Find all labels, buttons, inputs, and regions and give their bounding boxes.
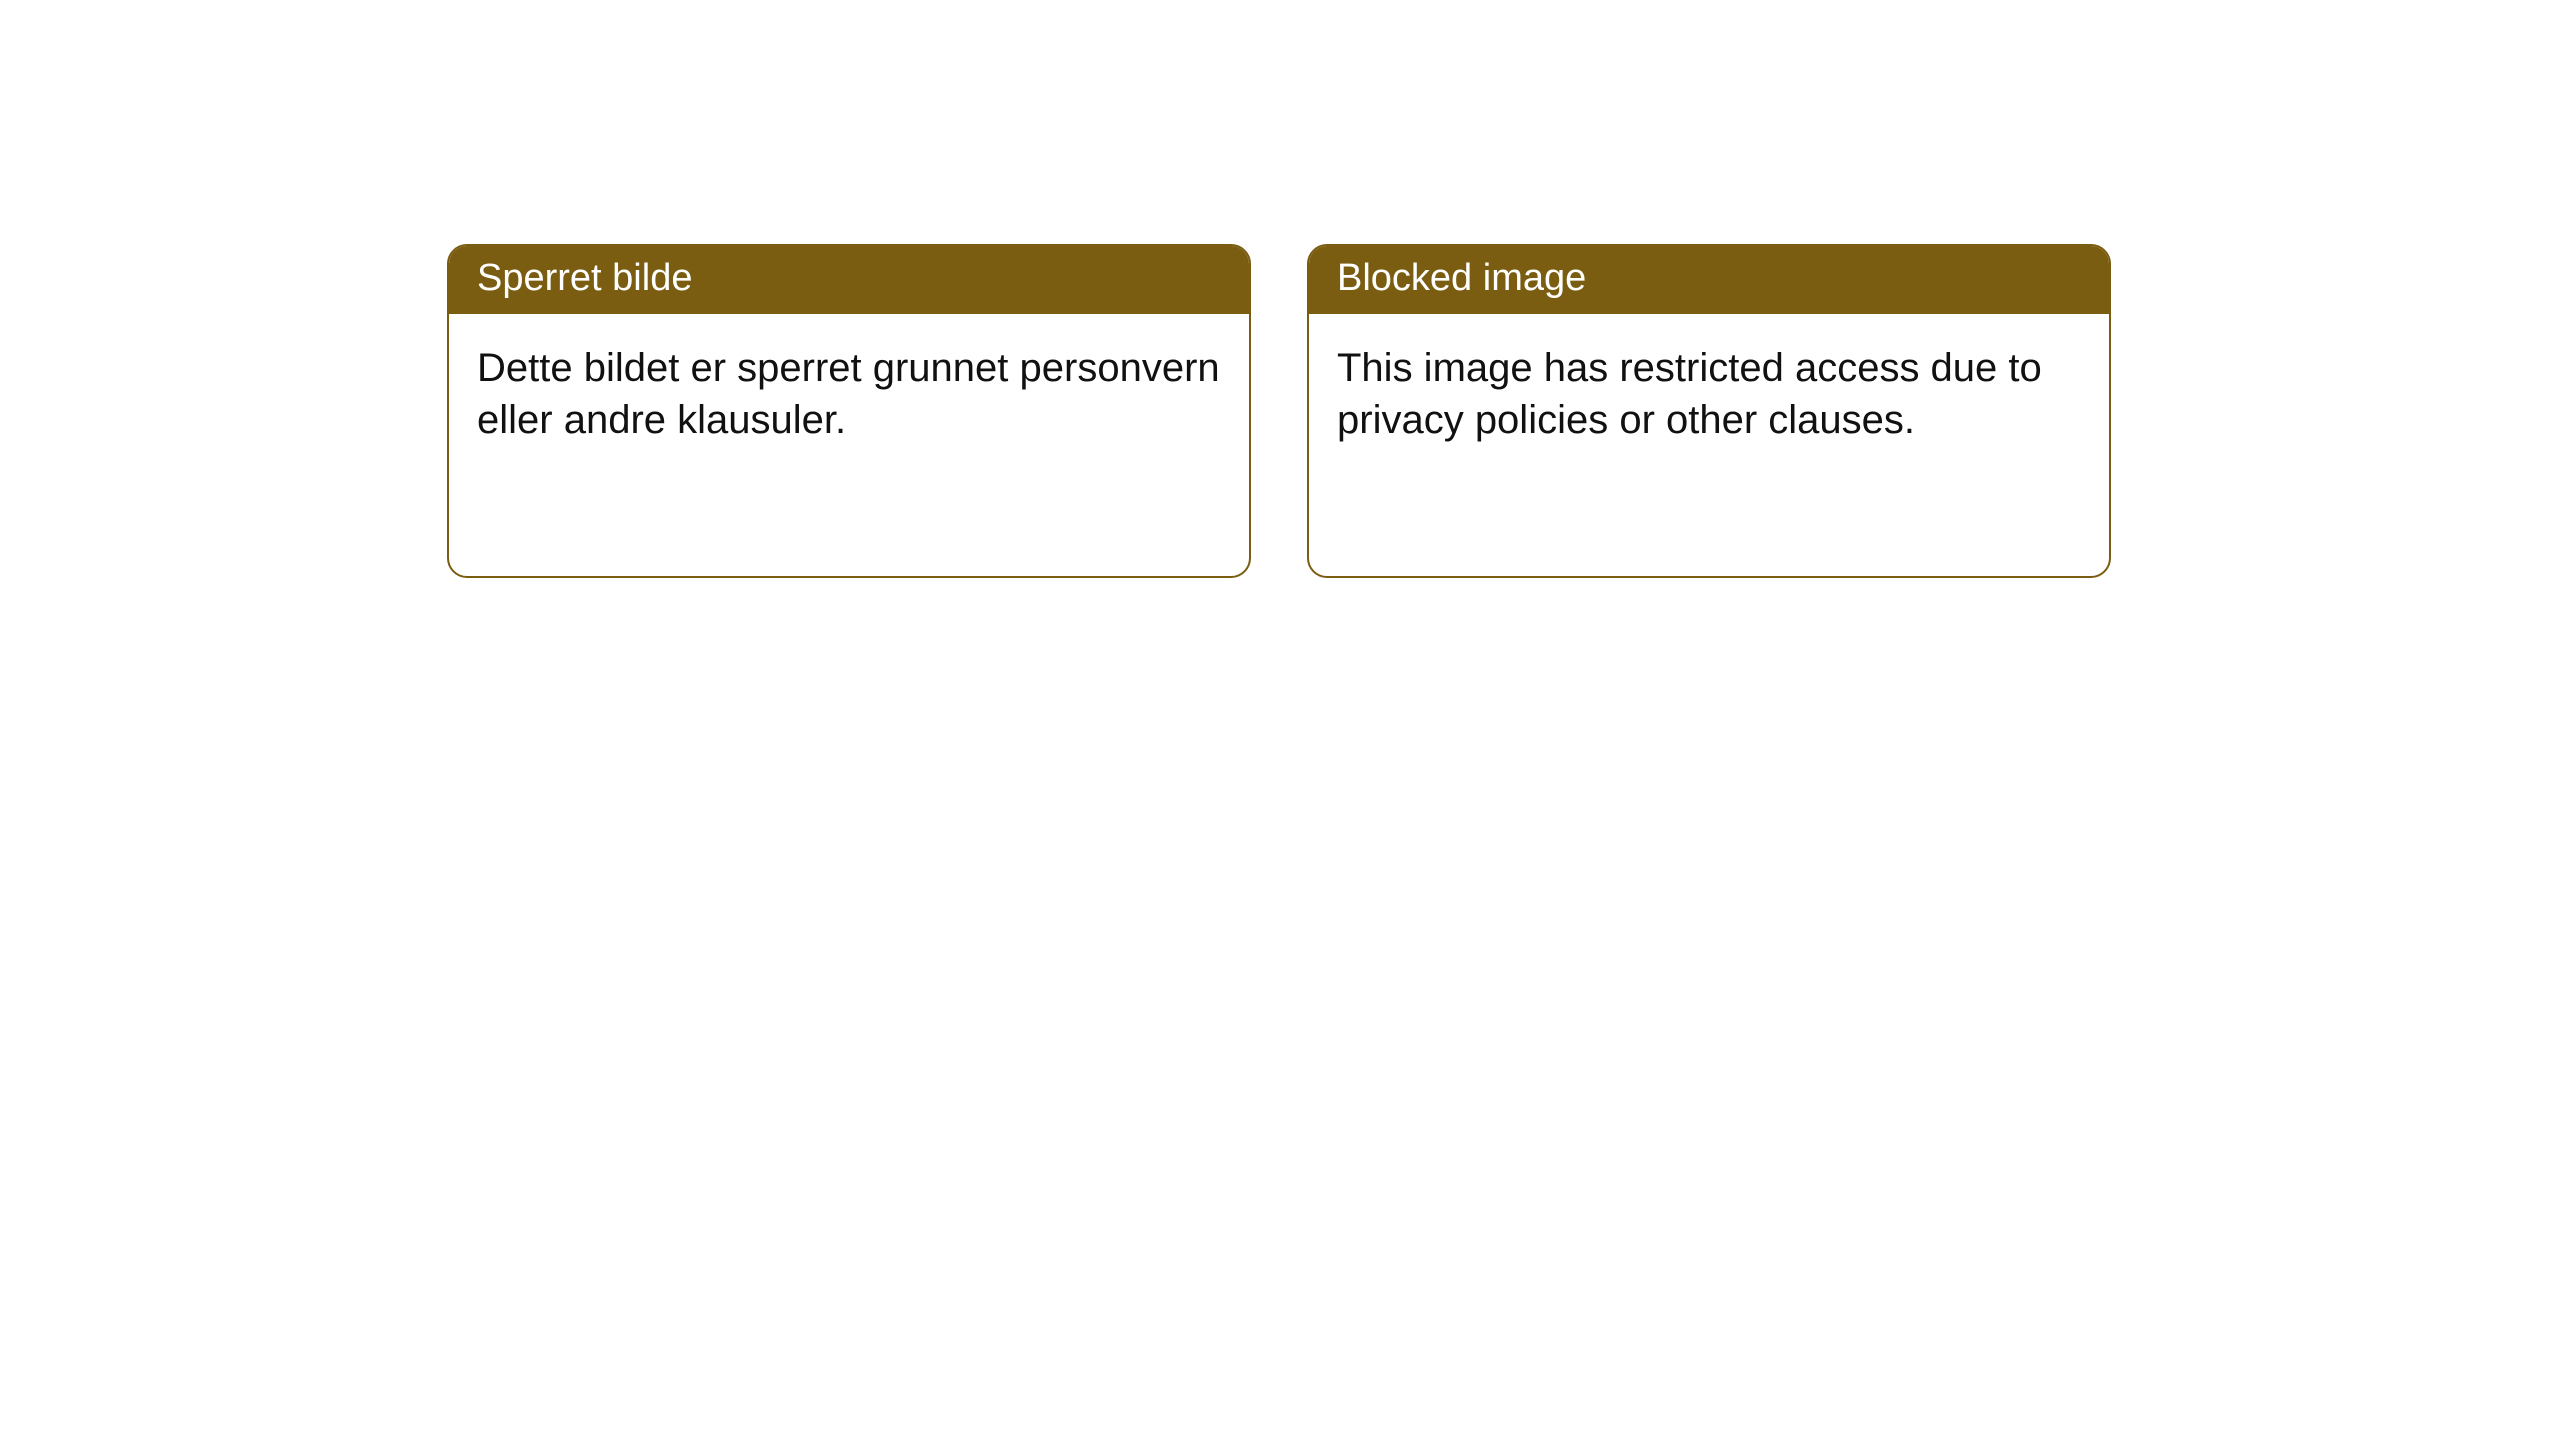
notice-container: Sperret bilde Dette bildet er sperret gr… [0,0,2560,578]
notice-card-english: Blocked image This image has restricted … [1307,244,2111,578]
notice-card-norwegian: Sperret bilde Dette bildet er sperret gr… [447,244,1251,578]
notice-title: Blocked image [1309,246,2109,314]
notice-title: Sperret bilde [449,246,1249,314]
notice-body: Dette bildet er sperret grunnet personve… [449,314,1249,474]
notice-body: This image has restricted access due to … [1309,314,2109,474]
